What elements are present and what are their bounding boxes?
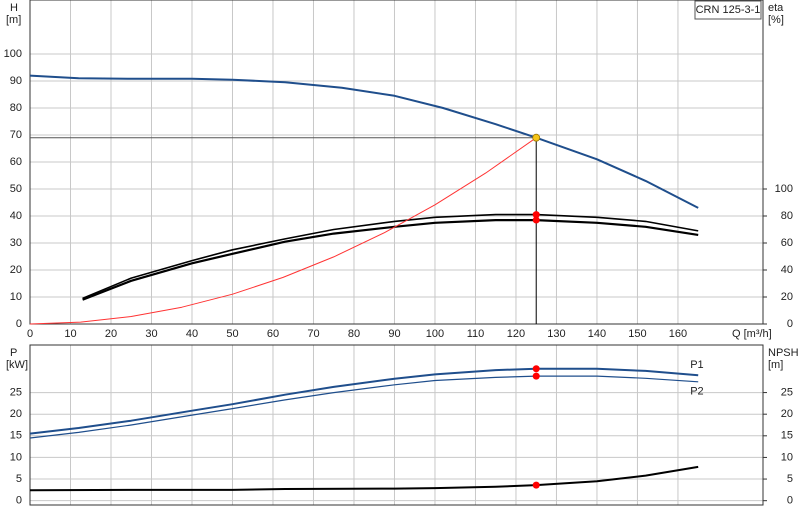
y2-tick-label: 60 [781, 237, 793, 249]
y-axis-label: H [10, 2, 18, 14]
series-line [82, 213, 699, 300]
y-tick-label: 30 [10, 237, 22, 249]
series-line [29, 367, 699, 435]
series-line [29, 74, 699, 209]
series-label: P1 [690, 359, 703, 371]
operating-point [532, 365, 540, 373]
series-line [29, 137, 537, 325]
x-axis-label: Q [m³/h] [732, 328, 772, 340]
plot-frame [29, 0, 764, 325]
series-line [82, 219, 699, 301]
y-tick-label: 80 [10, 102, 22, 114]
x-tick-label: 30 [145, 328, 157, 340]
operating-point [532, 211, 540, 219]
y2-tick-label: 20 [781, 408, 793, 420]
y-tick-label: 0 [16, 318, 22, 330]
y-tick-label: 10 [10, 451, 22, 463]
y-tick-label: 90 [10, 75, 22, 87]
y2-tick-label: 40 [781, 264, 793, 276]
series-line [29, 375, 699, 439]
y2-tick-label: 10 [781, 451, 793, 463]
chart-title: CRN 125-3-1 [696, 4, 761, 16]
x-tick-label: 100 [426, 328, 444, 340]
x-tick-label: 140 [588, 328, 606, 340]
y2-tick-label: 5 [787, 473, 793, 485]
plot-frame [29, 344, 764, 506]
y-tick-label: 5 [16, 473, 22, 485]
y-tick-label: 25 [10, 386, 22, 398]
y-tick-label: 100 [4, 48, 22, 60]
y2-axis-unit: [%] [768, 14, 784, 26]
x-tick-label: 80 [348, 328, 360, 340]
y-tick-label: 15 [10, 430, 22, 442]
x-tick-label: 20 [105, 328, 117, 340]
operating-point [532, 216, 540, 224]
x-tick-label: 0 [27, 328, 33, 340]
y-tick-label: 60 [10, 156, 22, 168]
series-line [29, 465, 699, 492]
x-tick-label: 110 [467, 328, 485, 340]
y2-tick-label: 0 [787, 495, 793, 507]
x-tick-label: 150 [628, 328, 646, 340]
x-tick-label: 120 [507, 328, 525, 340]
y-tick-label: 0 [16, 495, 22, 507]
x-tick-label: 60 [267, 328, 279, 340]
operating-point [532, 133, 541, 142]
y2-axis-label: NPSH [768, 347, 799, 359]
y2-tick-label: 15 [781, 430, 793, 442]
y-tick-label: 40 [10, 210, 22, 222]
y-axis-unit: [kW] [6, 359, 28, 371]
y-axis-unit: [m] [6, 14, 21, 26]
y-tick-label: 20 [10, 264, 22, 276]
operating-point [532, 481, 540, 489]
y2-tick-label: 80 [781, 210, 793, 222]
y-tick-label: 10 [10, 291, 22, 303]
x-tick-label: 50 [226, 328, 238, 340]
y-tick-label: 20 [10, 408, 22, 420]
y2-tick-label: 0 [787, 318, 793, 330]
x-tick-label: 70 [307, 328, 319, 340]
y-tick-label: 50 [10, 183, 22, 195]
series-label: P2 [690, 386, 703, 398]
x-tick-label: 40 [186, 328, 198, 340]
x-tick-label: 10 [64, 328, 76, 340]
y2-axis-label: eta [768, 2, 784, 14]
x-tick-label: 160 [669, 328, 687, 340]
x-tick-label: 90 [388, 328, 400, 340]
y-tick-label: 70 [10, 129, 22, 141]
title-box [694, 0, 762, 20]
x-tick-label: 130 [547, 328, 565, 340]
operating-point [532, 372, 540, 380]
y2-tick-label: 25 [781, 386, 793, 398]
y2-tick-label: 100 [775, 183, 793, 195]
y2-tick-label: 20 [781, 291, 793, 303]
y2-axis-unit: [m] [768, 359, 783, 371]
y-axis-label: P [10, 347, 17, 359]
